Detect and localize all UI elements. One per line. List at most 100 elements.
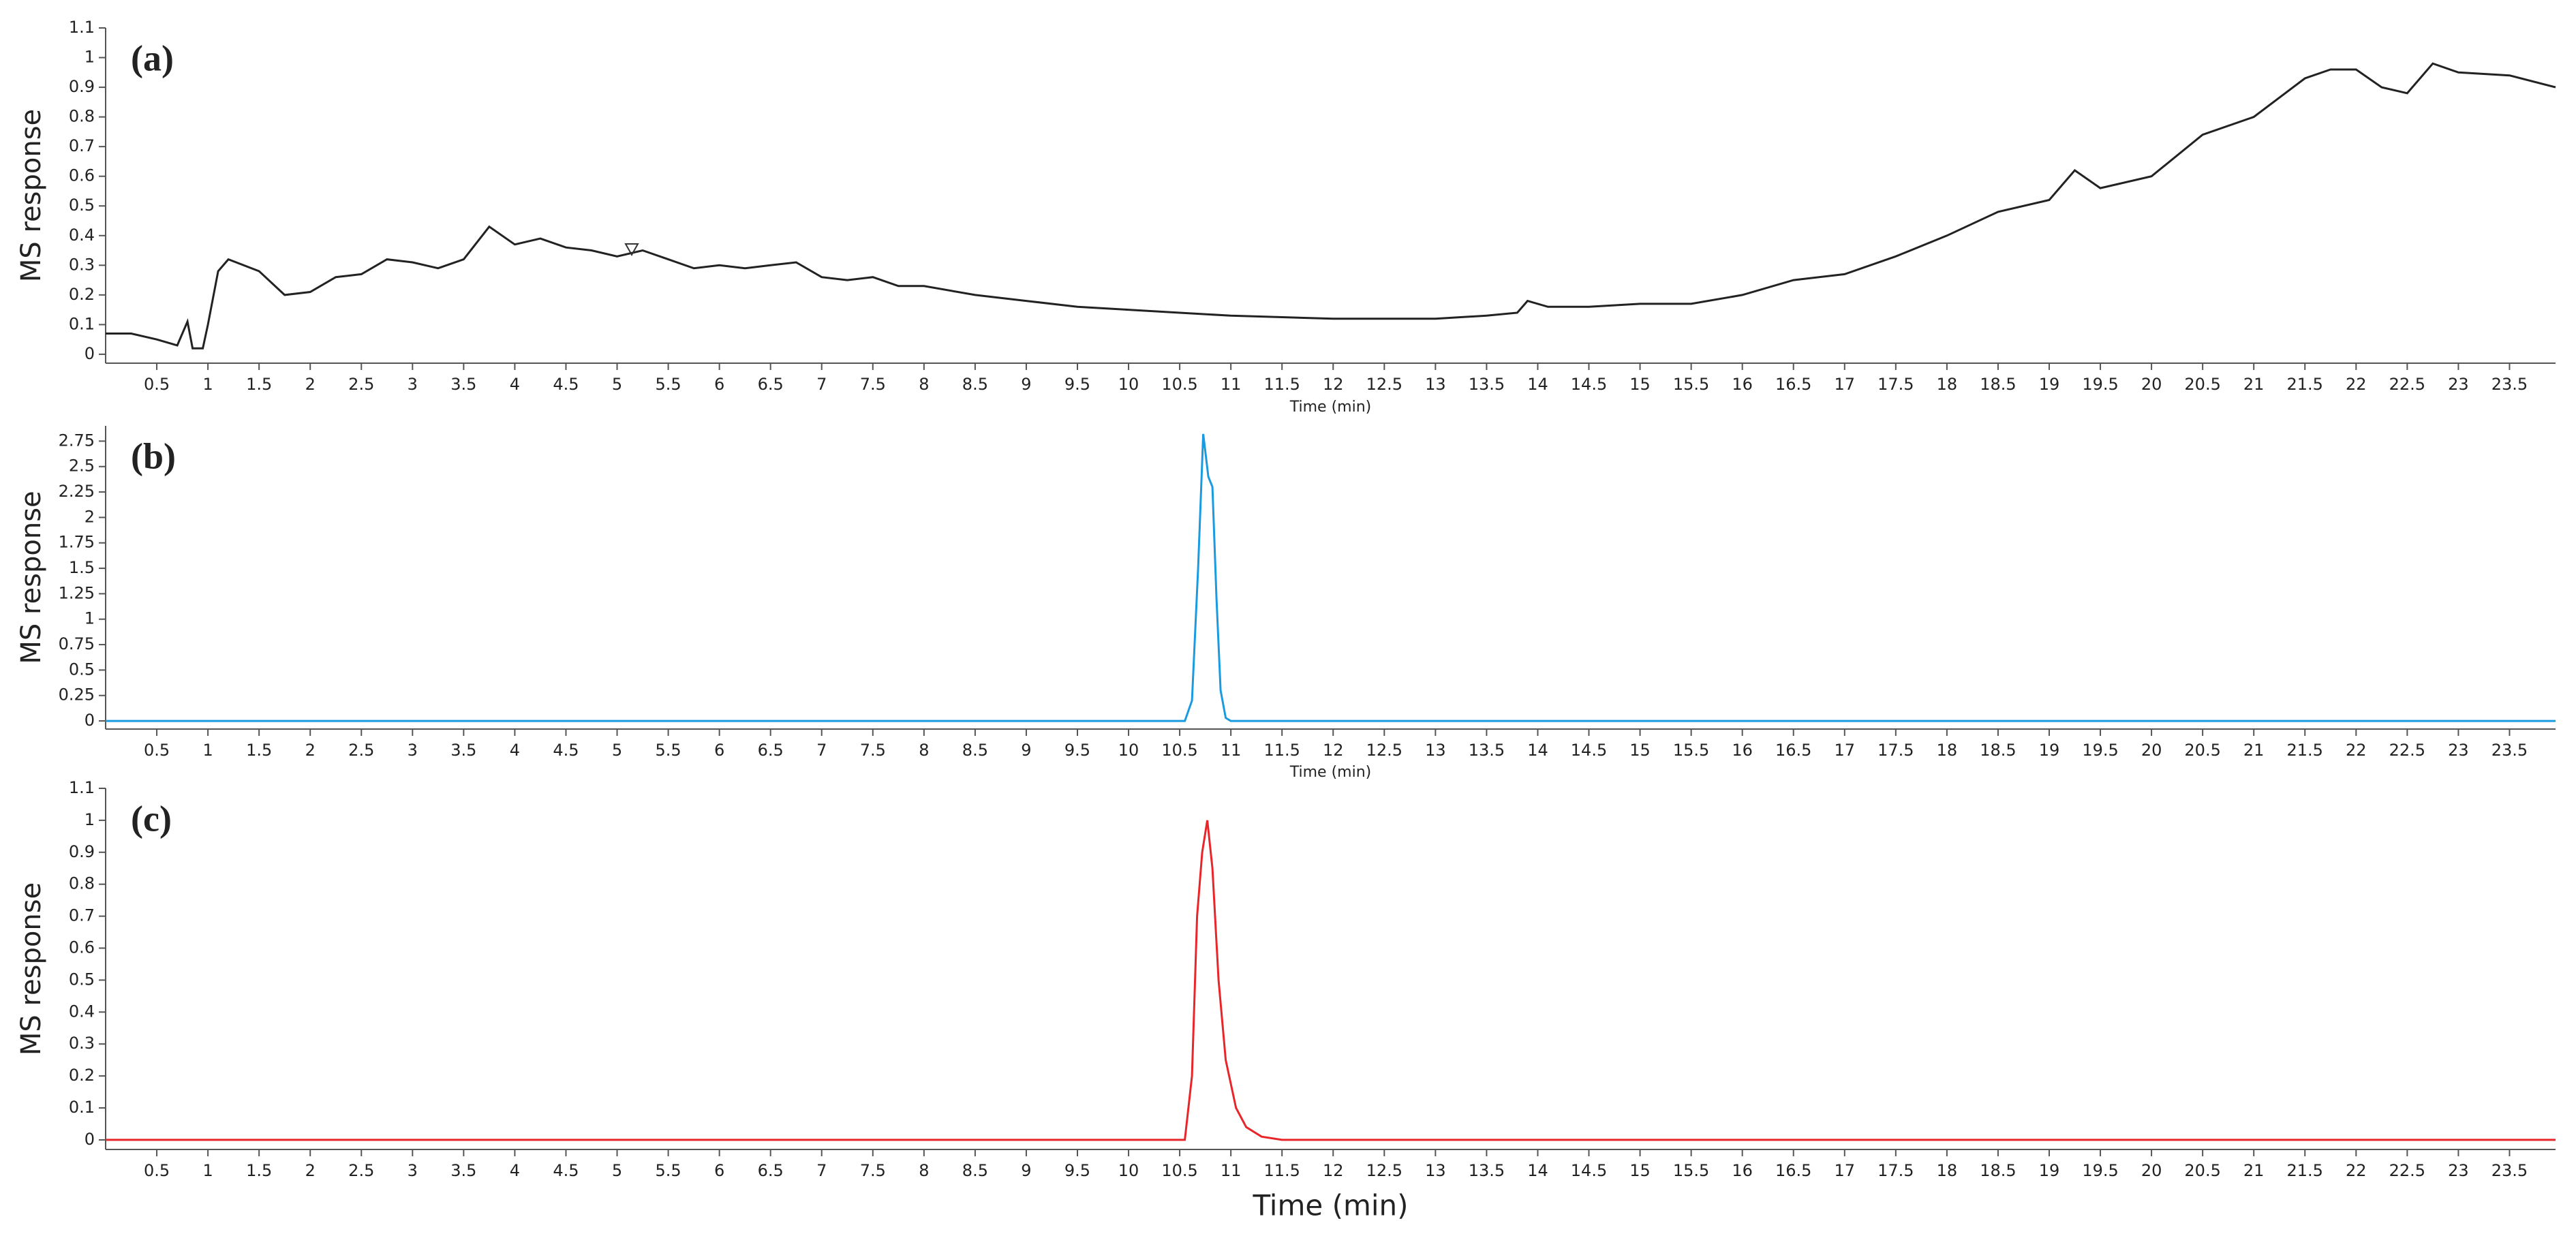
x-tick-label: 5	[612, 1161, 622, 1180]
x-tick-label: 8.5	[962, 1161, 988, 1180]
y-tick-label: 0.5	[69, 660, 95, 679]
y-tick-label: 0	[85, 1130, 95, 1149]
x-tick-label: 7	[816, 1161, 827, 1180]
x-tick-label: 3.5	[450, 741, 476, 760]
x-tick-label: 17.5	[1877, 1161, 1914, 1180]
y-tick-label: 0.4	[69, 226, 95, 245]
x-tick-label: 1.5	[246, 375, 272, 394]
x-tick-label: 23	[2448, 741, 2469, 760]
x-tick-label: 16.5	[1775, 1161, 1811, 1180]
y-tick-label: 1.5	[69, 558, 95, 577]
y-tick-label: 1	[85, 810, 95, 829]
x-tick-label: 14.5	[1571, 1161, 1607, 1180]
x-tick-label: 13	[1425, 741, 1446, 760]
y-tick-label: 0.8	[69, 107, 95, 126]
x-tick-label: 16.5	[1775, 741, 1811, 760]
x-tick-label: 14	[1527, 375, 1548, 394]
x-tick-label: 21.5	[2287, 741, 2323, 760]
x-tick-label: 21	[2243, 1161, 2265, 1180]
x-tick-label: 18	[1937, 1161, 1958, 1180]
x-tick-label: 6.5	[758, 741, 784, 760]
y-axis-label: MS response	[16, 109, 47, 282]
y-tick-label: 1	[85, 609, 95, 628]
y-tick-label: 1.1	[69, 18, 95, 37]
x-axis-label: Time (min)	[1252, 1189, 1408, 1222]
x-tick-label: 17.5	[1877, 741, 1914, 760]
x-tick-label: 6	[714, 375, 724, 394]
y-tick-label: 0.1	[69, 314, 95, 333]
x-tick-label: 7.5	[860, 741, 886, 760]
x-tick-label: 23	[2448, 375, 2469, 394]
x-tick-label: 10	[1118, 1161, 1139, 1180]
x-tick-label: 20	[2141, 741, 2162, 760]
x-tick-label: 9	[1021, 375, 1031, 394]
x-tick-label: 0.5	[144, 741, 170, 760]
x-tick-label: 18	[1937, 741, 1958, 760]
x-tick-label: 11	[1221, 375, 1242, 394]
x-tick-label: 8	[919, 741, 929, 760]
x-tick-label: 15	[1629, 741, 1651, 760]
x-tick-label: 4.5	[553, 1161, 579, 1180]
y-tick-label: 2.5	[69, 457, 95, 476]
x-tick-label: 17	[1835, 375, 1856, 394]
x-tick-label: 20	[2141, 1161, 2162, 1180]
x-tick-label: 16	[1732, 1161, 1753, 1180]
x-tick-label: 22	[2346, 1161, 2367, 1180]
x-tick-label: 9	[1021, 741, 1031, 760]
x-tick-label: 14.5	[1571, 375, 1607, 394]
x-tick-label: 1.5	[246, 1161, 272, 1180]
x-axis-label: Time (min)	[1289, 399, 1372, 416]
x-tick-label: 4.5	[553, 375, 579, 394]
x-tick-label: 6.5	[758, 375, 784, 394]
x-tick-label: 23.5	[2491, 1161, 2528, 1180]
x-tick-label: 2.5	[348, 741, 374, 760]
x-tick-label: 5.5	[655, 741, 681, 760]
x-tick-label: 12	[1323, 375, 1344, 394]
y-tick-label: 0.8	[69, 874, 95, 893]
x-tick-label: 22	[2346, 375, 2367, 394]
y-tick-label: 0.7	[69, 136, 95, 155]
y-tick-label: 0.5	[69, 196, 95, 215]
x-tick-label: 21	[2243, 375, 2265, 394]
x-tick-label: 10	[1118, 741, 1139, 760]
x-tick-label: 3	[408, 1161, 418, 1180]
x-tick-label: 14	[1527, 741, 1548, 760]
x-tick-label: 6	[714, 741, 724, 760]
x-tick-label: 16	[1732, 741, 1753, 760]
x-tick-label: 11.5	[1263, 1161, 1300, 1180]
y-tick-label: 1.75	[59, 533, 95, 552]
x-tick-label: 8.5	[962, 741, 988, 760]
x-tick-label: 22	[2346, 741, 2367, 760]
y-tick-label: 0	[85, 344, 95, 363]
y-axis-label: MS response	[16, 491, 47, 664]
x-tick-label: 3	[408, 741, 418, 760]
x-tick-label: 7	[816, 375, 827, 394]
x-tick-label: 21.5	[2287, 1161, 2323, 1180]
y-tick-label: 0.6	[69, 166, 95, 185]
x-tick-label: 13.5	[1469, 1161, 1505, 1180]
x-tick-label: 2.5	[348, 375, 374, 394]
x-tick-label: 3.5	[450, 1161, 476, 1180]
x-tick-label: 0.5	[144, 1161, 170, 1180]
x-tick-label: 2	[305, 1161, 316, 1180]
y-tick-label: 0.9	[69, 77, 95, 96]
x-tick-label: 17	[1835, 741, 1856, 760]
y-tick-label: 2	[85, 507, 95, 526]
x-tick-label: 19	[2039, 741, 2060, 760]
x-tick-label: 18.5	[1980, 741, 2016, 760]
x-tick-label: 19.5	[2082, 1161, 2118, 1180]
x-tick-label: 11.5	[1263, 741, 1300, 760]
x-tick-label: 10.5	[1161, 375, 1197, 394]
x-axis-label: Time (min)	[1289, 764, 1372, 781]
x-tick-label: 6.5	[758, 1161, 784, 1180]
x-tick-label: 15.5	[1673, 1161, 1709, 1180]
x-tick-label: 19.5	[2082, 741, 2118, 760]
x-tick-label: 4	[510, 375, 520, 394]
x-tick-label: 12.5	[1366, 741, 1402, 760]
y-tick-label: 0.6	[69, 938, 95, 957]
x-tick-label: 22.5	[2389, 741, 2425, 760]
y-tick-label: 0.3	[69, 1034, 95, 1053]
x-tick-label: 23	[2448, 1161, 2469, 1180]
x-tick-label: 1	[202, 375, 213, 394]
y-tick-label: 0.5	[69, 970, 95, 989]
